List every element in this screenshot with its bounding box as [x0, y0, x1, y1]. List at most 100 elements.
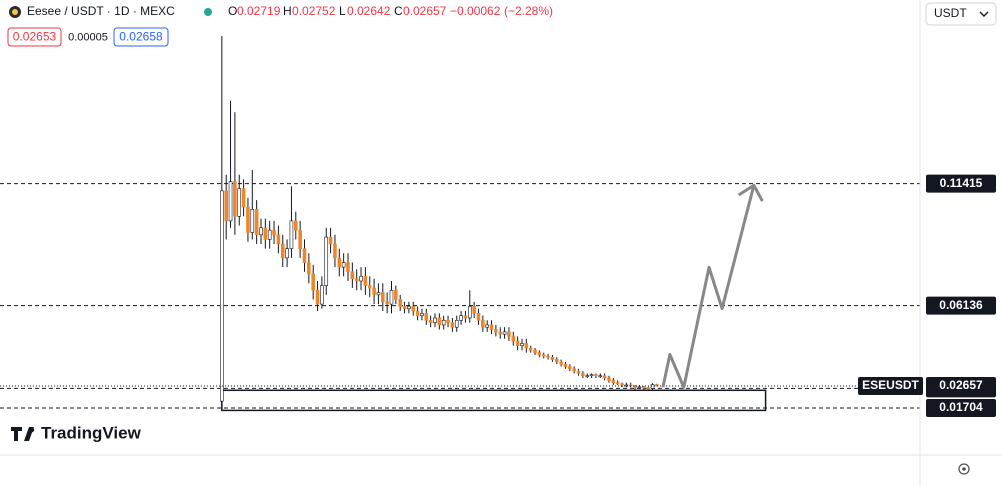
projection-path [661, 184, 756, 389]
plot [0, 36, 920, 412]
candle-body [507, 331, 511, 337]
ohlc-letter: O [228, 4, 237, 18]
candle-body [250, 209, 255, 233]
candle-body [620, 383, 624, 386]
candle-body [463, 315, 468, 319]
brand-logo-dot [29, 427, 35, 433]
candle-body [576, 370, 581, 374]
ohlc-value: 0.02657 [403, 4, 447, 18]
candle-body [537, 352, 542, 356]
candle-body [324, 236, 329, 286]
symbol-tag: ESEUSDT [862, 378, 919, 392]
brand-name[interactable]: TradingView [41, 423, 142, 442]
candle-body [485, 324, 489, 328]
candle-body [637, 386, 642, 389]
candle-body [394, 289, 398, 300]
level-label: 0.01704 [939, 400, 983, 414]
candle-body [502, 331, 507, 335]
change-percent: (−2.28%) [504, 4, 553, 18]
symbol-icon-inner [12, 9, 18, 15]
candle-body [376, 292, 381, 296]
candle-body [337, 257, 342, 268]
candle-body [372, 287, 376, 296]
candle-body [585, 375, 590, 378]
candle-body [594, 374, 598, 377]
candle-body [441, 319, 446, 326]
candle-body [285, 248, 289, 259]
candle-body [554, 359, 559, 363]
candle-body [467, 306, 472, 319]
candle-body [398, 299, 402, 307]
candle-body [233, 181, 237, 217]
ask-box[interactable] [113, 27, 169, 47]
status-dot [204, 8, 212, 16]
candle-body [354, 278, 359, 282]
level-label-box [926, 174, 996, 193]
candle-body [581, 373, 585, 377]
candle-body [350, 271, 355, 279]
candle-body [528, 347, 533, 351]
projection-arrowhead [737, 183, 764, 202]
candle-body [220, 190, 224, 402]
candle-body [402, 306, 407, 310]
candle-body [568, 366, 572, 370]
candle-body [489, 324, 494, 330]
candle-body [454, 319, 459, 328]
level-label-box [926, 296, 996, 315]
candle-body [289, 220, 294, 249]
candle-body [598, 375, 603, 378]
candle-body [511, 336, 516, 342]
candle-body [389, 289, 394, 305]
candle-body [302, 248, 307, 263]
candle-body [267, 229, 272, 240]
ask-price[interactable]: 0.02658 [119, 30, 163, 44]
bid-box[interactable] [7, 27, 62, 47]
candle-body [241, 188, 246, 208]
candle-body [650, 384, 655, 389]
candle-body [380, 292, 385, 303]
ohlc-letter: L [339, 4, 346, 18]
candle-body [476, 313, 481, 321]
candle-body [237, 188, 242, 217]
candle-body [341, 262, 346, 268]
ohlc-value: 0.02642 [347, 4, 391, 18]
candle-body [633, 385, 637, 388]
candle-body [602, 375, 607, 379]
candle-body [541, 354, 546, 357]
candle-body [367, 285, 372, 289]
candle-body [224, 190, 228, 222]
candle-body [437, 317, 442, 326]
candle-body [272, 229, 276, 236]
currency-button[interactable] [925, 2, 997, 26]
candle-body [333, 243, 337, 259]
candle-body [254, 209, 259, 236]
level-label-box [926, 398, 996, 417]
candle-body [446, 319, 450, 323]
candle-body [280, 243, 285, 259]
candle-body [450, 322, 455, 328]
brand-logo [11, 427, 34, 441]
settings-icon[interactable] [958, 463, 970, 475]
level-label: 0.11415 [940, 176, 983, 190]
candle-body [359, 276, 363, 282]
candle-body [315, 289, 320, 305]
level-label: 0.06136 [939, 298, 983, 312]
candle-body [559, 361, 563, 365]
bid-price[interactable]: 0.02653 [13, 30, 57, 44]
candle-body [459, 315, 463, 321]
ohlc-value: 0.02719 [237, 4, 281, 18]
candle-body [498, 331, 503, 335]
symbol-title[interactable]: Eesee / USDT · 1D · MEXC [27, 4, 175, 18]
candle-body [276, 234, 281, 245]
candle-body [311, 273, 315, 291]
candle-body [646, 387, 650, 390]
currency-button-label[interactable]: USDT [934, 6, 967, 20]
candle-body [589, 374, 594, 377]
candle-body [481, 319, 485, 328]
candle-body [259, 227, 263, 236]
ohlc-letter: C [394, 4, 403, 18]
candle-body [298, 229, 302, 249]
spread: 0.00005 [68, 31, 108, 43]
last-price-label-box [926, 376, 996, 395]
